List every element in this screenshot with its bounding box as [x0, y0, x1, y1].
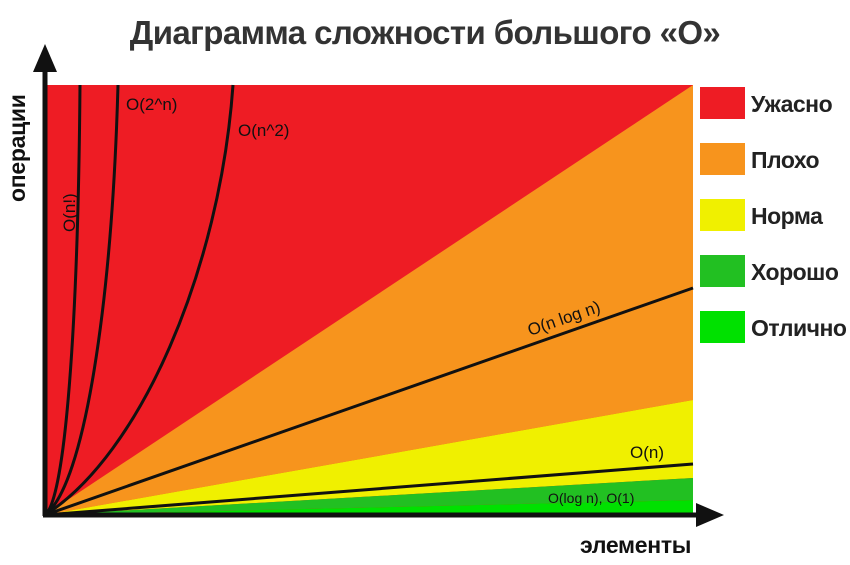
curve-label-exponential: O(2^n) [126, 95, 177, 114]
legend-label-good: Хорошо [751, 259, 839, 285]
zone-fair [45, 400, 693, 515]
curve-label-factorial: O(n!) [60, 193, 79, 232]
curve-factorial [43, 84, 82, 517]
curve-quadratic [44, 84, 235, 517]
legend-swatch-bad [700, 143, 745, 175]
legend-swatch-terrible [700, 87, 745, 119]
zone-good [45, 478, 693, 515]
curve-label-log-const: O(log n), O(1) [548, 490, 634, 506]
curve-label-quadratic: O(n^2) [238, 121, 289, 140]
zone-bad [45, 85, 693, 515]
legend-swatch-good [700, 255, 745, 287]
x-axis-arrow [696, 503, 724, 527]
legend-label-terrible: Ужасно [751, 91, 833, 117]
zone-excellent [45, 500, 693, 515]
curve-nlogn [44, 286, 694, 517]
legend-label-fair: Норма [751, 203, 823, 229]
diagram-title: Диаграмма сложности большого «O» [129, 14, 721, 51]
curve-exponential [44, 84, 120, 517]
x-axis-label: элементы [580, 532, 691, 558]
legend-label-bad: Плохо [751, 147, 820, 173]
y-axis-arrow [33, 44, 57, 72]
legend-swatch-fair [700, 199, 745, 231]
curve-linear [44, 462, 694, 517]
legend-swatch-excellent [700, 311, 745, 343]
curve-label-linear: O(n) [630, 443, 664, 462]
y-axis-label: операции [4, 94, 30, 202]
legend-label-excellent: Отлично [751, 315, 847, 341]
